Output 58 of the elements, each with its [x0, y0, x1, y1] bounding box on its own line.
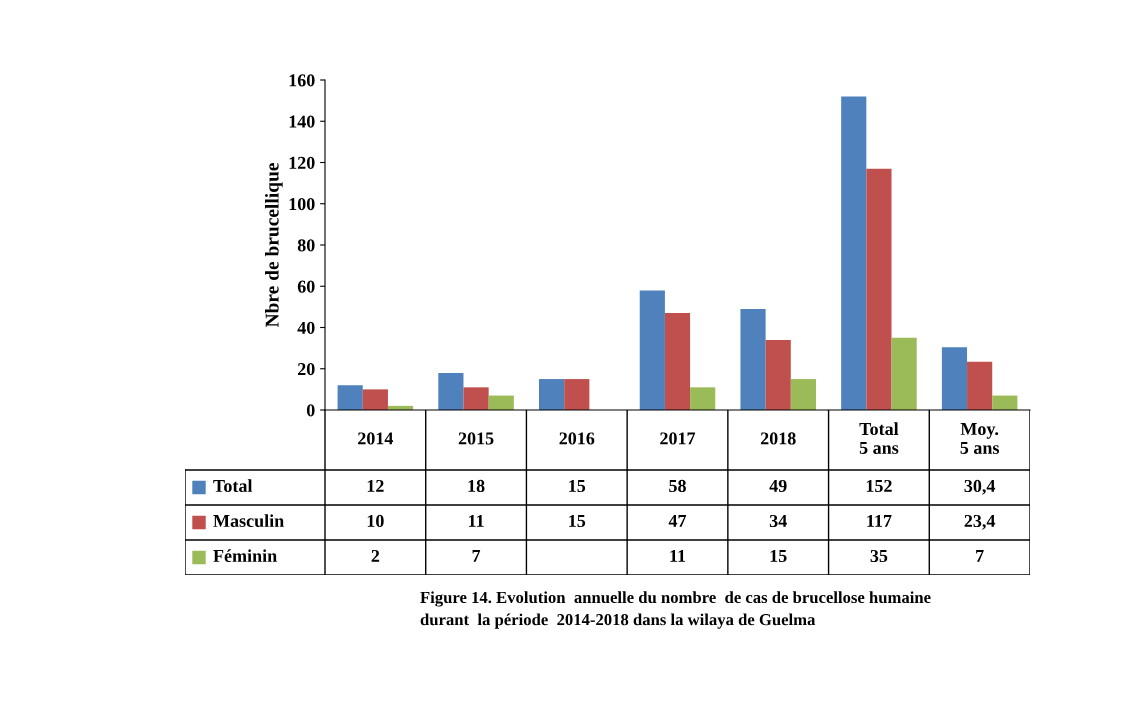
- bar: [967, 361, 993, 410]
- y-tick-label: 120: [289, 156, 315, 169]
- data-label: 10: [367, 514, 384, 528]
- data-label: 11: [670, 549, 686, 562]
- x-tick-label: Moy. 5 ans: [960, 423, 1000, 454]
- data-label: 58: [669, 479, 686, 493]
- bar: [564, 379, 590, 410]
- caption: Figure 14. Evolution annuelle du nombre de cas de brucellose humaine durant la période 2014-2018 dans la wilaya de Guelma: [420, 591, 931, 629]
- y-axis-title: Nbre de brucellique: [265, 163, 283, 328]
- data-label: 11: [468, 514, 484, 527]
- bar: [740, 308, 766, 410]
- data-label: 47: [668, 514, 687, 527]
- bar: [639, 290, 665, 410]
- data-label: 49: [769, 479, 787, 493]
- y-tick-label: 100: [289, 198, 315, 211]
- bar: [463, 387, 489, 410]
- bar: [690, 387, 716, 410]
- bar: [891, 337, 917, 410]
- bar: [790, 379, 816, 410]
- data-label: 7: [472, 550, 481, 562]
- y-tick-label: 140: [289, 115, 315, 128]
- bar: [841, 96, 867, 410]
- y-tick-label: 20: [297, 363, 315, 376]
- data-label: 15: [569, 479, 586, 493]
- bar: [664, 313, 691, 410]
- x-tick-label: 2015: [458, 432, 494, 445]
- bar: [362, 389, 388, 410]
- bar: [539, 379, 565, 410]
- bar: [765, 339, 791, 410]
- data-label: 117: [867, 514, 892, 527]
- data-label: 15: [569, 514, 586, 528]
- legend-label: Masculin: [213, 514, 284, 528]
- y-tick-label: 160: [289, 74, 315, 87]
- data-label: 34: [769, 514, 787, 528]
- y-tick-label: 40: [297, 321, 315, 334]
- x-tick-label: 2016: [559, 432, 595, 445]
- bar: [337, 385, 363, 410]
- x-tick-label: 2018: [760, 432, 796, 445]
- legend-label: Féminin: [213, 549, 277, 563]
- bar: [438, 372, 464, 410]
- bar: [866, 168, 892, 410]
- legend-label: Total: [213, 479, 253, 493]
- x-tick-label: 2017: [660, 432, 696, 445]
- data-label: 2: [371, 549, 380, 562]
- data-label: 23,4: [964, 514, 996, 530]
- x-tick-label: 2014: [358, 432, 394, 445]
- data-label: 30,4: [964, 479, 996, 495]
- y-tick-label: 0: [306, 404, 315, 417]
- data-label: 18: [468, 479, 485, 493]
- x-tick-label: Total 5 ans: [859, 422, 899, 454]
- y-tick-label: 80: [297, 239, 315, 252]
- data-label: 15: [770, 549, 787, 563]
- data-label: 35: [870, 549, 888, 563]
- bar: [941, 347, 968, 410]
- data-label: 152: [866, 479, 892, 493]
- data-label: 12: [367, 479, 384, 492]
- y-tick-label: 60: [297, 280, 315, 293]
- data-label: 7: [976, 550, 984, 562]
